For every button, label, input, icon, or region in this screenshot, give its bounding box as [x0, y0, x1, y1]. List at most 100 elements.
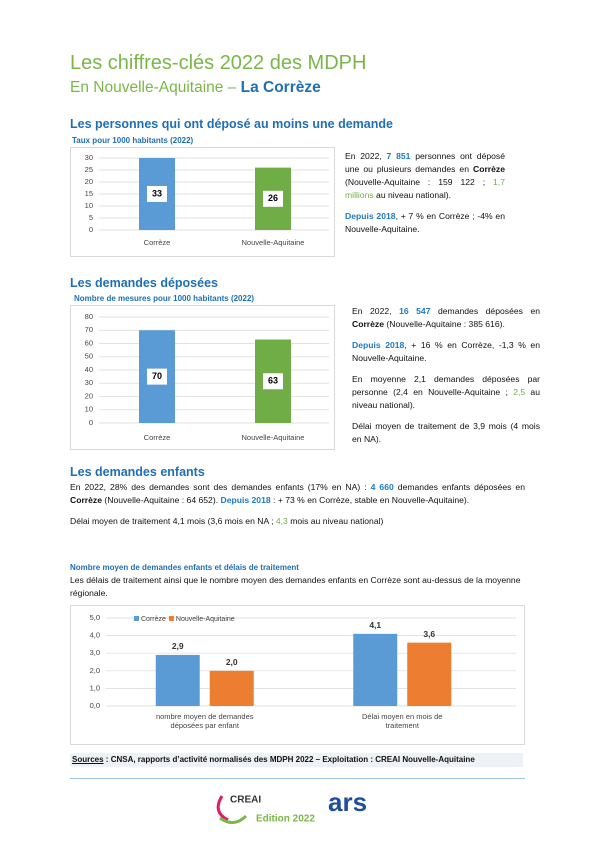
y-tick-label: 60	[85, 338, 93, 347]
text-block: Les délais de traitement ainsi que le no…	[70, 574, 525, 608]
y-tick-label: 50	[85, 352, 93, 361]
text-run: (Nouvelle-Aquitaine : 159 122 ;	[345, 177, 494, 187]
y-tick-label: 0	[89, 225, 93, 234]
text-block: En 2022, 16 547 demandes déposées en Cor…	[352, 305, 540, 454]
value-label-box	[147, 368, 167, 385]
y-tick-label: 4,0	[90, 631, 100, 640]
text-run: Depuis 2018	[345, 211, 396, 221]
chart: 0 5 10 15 20 25 30 33 26 Corrèze Nouvelle-Aquitain…	[85, 153, 329, 247]
text-run: mois au niveau national)	[287, 516, 384, 526]
value-label-box	[263, 190, 283, 207]
y-tick-label: 30	[85, 153, 93, 162]
legend-label: Corrèze	[141, 616, 166, 623]
plot-area	[155, 633, 452, 706]
y-tick-label: 3,0	[90, 648, 100, 657]
x-tick-label: Corrèze	[144, 433, 171, 442]
text-run: demandes déposées en	[430, 306, 540, 316]
text-run: 1,7 millions	[345, 177, 505, 200]
text-run: , + 7 % en Corrèze ; -4% en Nouvelle-Aqu…	[345, 211, 505, 234]
text-run: 16 547	[399, 306, 431, 316]
chart: 0 10 20 30 40 50 60 70 80 70 63 Corrèze Nouvelle-Aqu…	[85, 312, 329, 442]
y-tick-label: 70	[85, 325, 93, 334]
paragraph: En 2022, 28% des demandes sont des deman…	[70, 481, 525, 507]
paragraph: En 2022, 16 547 demandes déposées en Cor…	[352, 305, 540, 331]
value-label-box	[263, 373, 283, 390]
text-run: (Nouvelle-Aquitaine : 64 652).	[102, 495, 221, 505]
x-tick-label-box: Délai moyen en mois de traitement	[362, 712, 442, 730]
y-tick-label: 20	[85, 177, 93, 186]
y-tick-label: 20	[85, 391, 93, 400]
x-tick-label-box: nombre moyen de demandes déposées par en…	[155, 712, 254, 730]
paragraph: Les délais de traitement ainsi que le no…	[70, 575, 521, 598]
y-tick-label: 1,0	[90, 683, 100, 692]
text-run: au niveau national).	[352, 387, 540, 410]
labels: 70 63	[147, 368, 283, 390]
chart-caption: Taux pour 1000 habitants (2022)	[72, 136, 194, 145]
text-run: Délai moyen de traitement de 3,9 mois (4…	[352, 421, 540, 444]
section-heading: Les demandes déposées	[70, 276, 218, 290]
value-label: 63	[268, 376, 278, 386]
text-block: En 2022, 28% des demandes sont des deman…	[70, 481, 525, 536]
chart-box: 0 10 20 30 40 50 60 70 80 70 63 Corrèze Nouvelle-Aqu…	[70, 305, 335, 450]
paragraph: Depuis 2018, + 16 % en Corrèze, -1,3 % e…	[352, 339, 540, 365]
text-run: 4 660	[370, 482, 394, 492]
bar	[155, 654, 200, 706]
x-tick-label: nombre moyen de demandes déposées par en…	[155, 712, 254, 730]
text-run: personnes ont déposé une ou plusieurs de…	[345, 151, 505, 174]
x-tick-label: Nouvelle-Aquitaine	[242, 238, 305, 247]
text-run: Corrèze	[352, 319, 384, 329]
y-tick-label: 80	[85, 312, 93, 321]
y-tick-label: 10	[85, 405, 93, 414]
text-run: : + 73 % en Corrèze, stable en Nouvelle-…	[270, 495, 470, 505]
paragraph: En moyenne 2,1 demandes déposées par per…	[352, 373, 540, 412]
x-tick-label: Corrèze	[144, 238, 171, 247]
chart-caption: Nombre de mesures pour 1000 habitants (2…	[74, 294, 255, 303]
value-label: 70	[152, 371, 162, 381]
y-tick-label: 25	[85, 165, 93, 174]
labels: 2,9 2,0 4,1 3,6	[172, 620, 436, 667]
text-run: : CNSA, rapports d’activité normalisés d…	[103, 755, 475, 764]
footer-logos: CREAI ars Edition 2022	[216, 787, 367, 825]
x-tick-label: Nouvelle-Aquitaine	[242, 433, 305, 442]
text-run: En 2022,	[345, 151, 387, 161]
paragraph: Délai moyen de traitement de 3,9 mois (4…	[352, 420, 540, 446]
bar	[353, 633, 398, 706]
y-tick-label: 0	[89, 418, 93, 427]
legend-swatch	[134, 616, 139, 621]
value-label: 2,0	[226, 657, 238, 667]
legend-label: Nouvelle-Aquitaine	[176, 616, 235, 623]
text-run: au niveau national).	[373, 190, 452, 200]
sources: Sources : CNSA, rapports d’activité norm…	[70, 753, 523, 767]
text-run: En 2022,	[352, 306, 400, 316]
text-run: 7 851	[386, 151, 411, 161]
y-tick-label: 5	[89, 213, 93, 222]
y-tick-label: 0,0	[90, 701, 100, 710]
chart: 0,0 1,0 2,0 3,0 4,0 5,0 2,9 2,0 4,1 3,6 nombre moy…	[90, 613, 516, 730]
text-run: Corrèze	[70, 495, 102, 505]
text-run: En 2022, 28% des demandes sont des deman…	[70, 482, 371, 492]
chart-caption: Nombre moyen de demandes enfants et déla…	[70, 563, 299, 572]
section-heading: Les demandes enfants	[70, 465, 205, 479]
y-tick-label: 2,0	[90, 666, 100, 675]
chart-box: 0,0 1,0 2,0 3,0 4,0 5,0 2,9 2,0 4,1 3,6 nombre moy…	[70, 605, 525, 745]
divider	[70, 778, 525, 779]
bar	[209, 670, 254, 706]
text-run: demandes enfants déposées en	[393, 482, 525, 492]
value-label: 26	[268, 193, 278, 203]
text-run: Depuis 2018	[352, 340, 405, 350]
text-run: Sources	[72, 755, 104, 764]
text-run: 4,3	[275, 516, 288, 526]
y-tick-label: 40	[85, 365, 93, 374]
value-label: 33	[152, 188, 162, 198]
paragraph: Depuis 2018, + 7 % en Corrèze ; -4% en N…	[345, 210, 505, 236]
text-run: , + 16 % en Corrèze, -1,3 % en Nouvelle-…	[352, 340, 540, 363]
logo-swoosh	[219, 814, 248, 824]
subtitle: En Nouvelle-Aquitaine – La Corrèze	[70, 79, 321, 97]
text-run: Depuis 2018	[220, 495, 271, 505]
y-tick-label: 10	[85, 201, 93, 210]
logo-ars: ars	[328, 787, 367, 817]
chart-box: 0 5 10 15 20 25 30 33 26 Corrèze Nouvelle-Aquitain…	[70, 147, 335, 257]
labels: 33 26	[147, 186, 283, 207]
text-block: En 2022, 7 851 personnes ont déposé une …	[345, 150, 505, 244]
